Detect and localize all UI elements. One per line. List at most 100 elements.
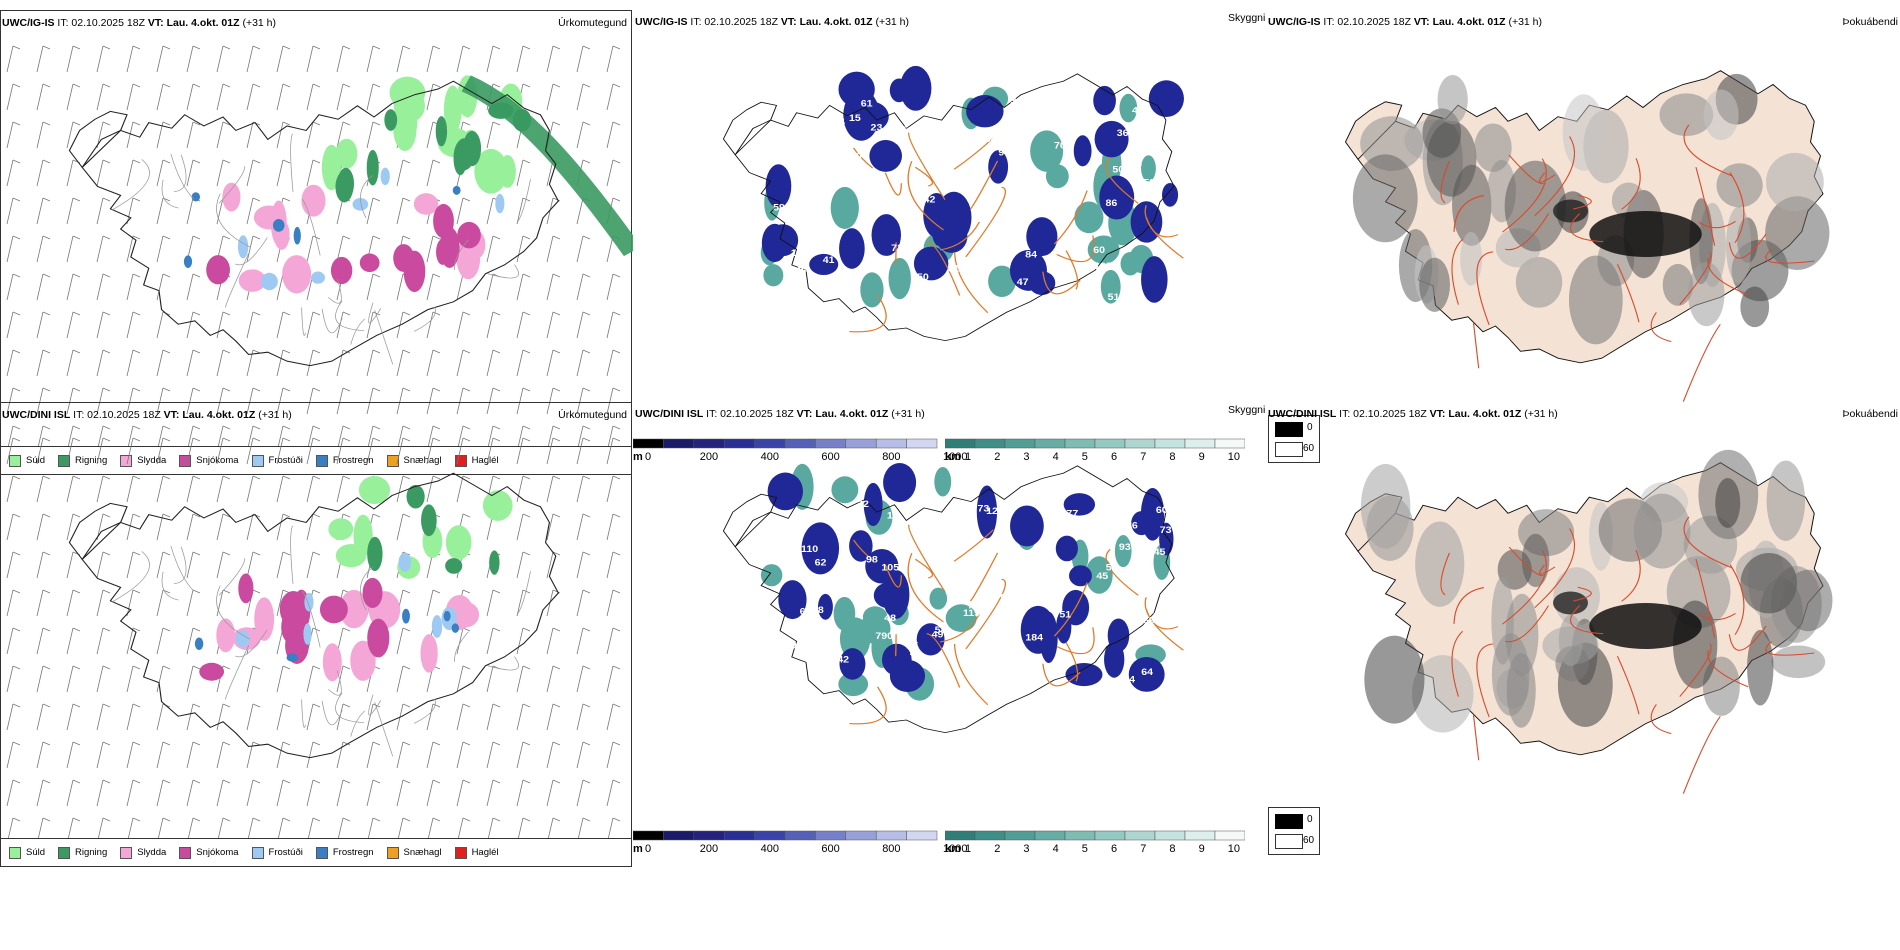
fog-areas (1360, 449, 1833, 733)
colorbar-tick: 6 (1111, 843, 1118, 855)
road (1105, 549, 1139, 596)
precip-map (6, 45, 633, 451)
legend-label: Snæhagl (403, 455, 442, 466)
wind-barb (6, 83, 21, 111)
wind-barb (156, 273, 171, 301)
wind-barb (276, 437, 291, 465)
wind-barb (96, 513, 111, 541)
data-blob (330, 256, 353, 285)
road (926, 633, 961, 688)
wind-barb (36, 83, 51, 111)
wind-barb (66, 311, 81, 339)
colorbar-tick: 0 (645, 451, 652, 463)
wind-barb (336, 45, 351, 73)
wind-barb (576, 387, 591, 415)
wind-barb (426, 45, 441, 73)
wind-barb (516, 627, 531, 655)
wind-barb (246, 665, 261, 693)
wind-barb (306, 665, 321, 693)
wind-barb (186, 273, 201, 301)
colorbar-tick: 2 (994, 451, 1001, 463)
road (1472, 714, 1480, 761)
wind-barb (96, 551, 111, 579)
visibility-value: 62 (815, 558, 827, 568)
wind-barb (126, 83, 141, 111)
visibility-value: 42 (924, 195, 936, 205)
wind-barb (216, 437, 231, 465)
legend-swatch (454, 454, 467, 467)
wind-barb (216, 779, 231, 807)
wind-barb (276, 551, 291, 579)
wind-barb (126, 513, 141, 541)
wind-barb (186, 311, 201, 339)
colorbar-cell (693, 830, 725, 841)
wind-barb (36, 273, 51, 301)
wind-barb (156, 45, 171, 73)
wind-barb (306, 779, 321, 807)
wind-barb (96, 197, 111, 225)
wind-barb (306, 159, 321, 187)
road (1765, 641, 1815, 656)
wind-barb (6, 311, 21, 339)
wind-barb (66, 387, 81, 415)
road (953, 643, 989, 706)
wind-barb (516, 437, 531, 465)
road (1502, 158, 1547, 233)
visibility-value: 58 (935, 625, 947, 635)
wind-barb (516, 665, 531, 693)
colorbar-unit: km (945, 843, 961, 855)
wind-barb (156, 83, 171, 111)
data-blob (328, 518, 354, 541)
region-line (413, 698, 436, 724)
fog-blob (1765, 152, 1824, 212)
legend-label: Haglél (471, 455, 499, 466)
visibility-value: 11 (999, 220, 1011, 230)
legend-swatch (9, 454, 21, 467)
panel-title: Skyggni (1228, 404, 1266, 416)
iceland-outline: 98 62 110 49 69 34 44 48 42 32 73 60 37 45 80 119 83 63 90… (722, 463, 1184, 734)
wind-barb (306, 437, 321, 465)
visibility-value: 54 (1016, 661, 1028, 671)
fog-blob (1437, 74, 1468, 125)
legend-swatch (386, 846, 399, 859)
colorbar-tick: 8 (1169, 451, 1176, 463)
wind-barb (516, 311, 531, 339)
visibility-value: 84 (1025, 250, 1037, 260)
wind-barb (126, 437, 141, 465)
road (970, 552, 999, 602)
wind-barb (156, 741, 171, 769)
wind-barb (6, 235, 21, 263)
road (914, 558, 933, 579)
data-blob (760, 564, 783, 587)
visibility-value: 45 (843, 575, 855, 585)
roads (1440, 124, 1815, 402)
road (953, 529, 994, 562)
wind-barb (276, 475, 291, 503)
wind-barb (306, 387, 321, 415)
data-blob (1045, 164, 1069, 189)
legend-item: Slydda (120, 454, 166, 467)
colorbar-tick: 5 (1081, 843, 1088, 855)
data-blob (183, 255, 193, 268)
wind-barb (486, 121, 501, 149)
wind-barb (216, 513, 231, 541)
wind-barb (96, 779, 111, 807)
wind-barb (606, 551, 621, 579)
wind-barb (516, 349, 531, 377)
wind-barb (516, 197, 531, 225)
panel-header: UWC/IG-IS IT: 02.10.2025 18Z VT: Lau. 4.… (1268, 16, 1543, 28)
data-blob (976, 485, 998, 539)
wind-barb (276, 45, 291, 73)
wind-barbs (6, 437, 621, 843)
data-blob (809, 253, 839, 276)
data-blob (862, 606, 888, 628)
wind-barb (606, 741, 621, 769)
wind-barb (606, 45, 621, 73)
fog-blob (1771, 645, 1826, 679)
road (1695, 166, 1716, 246)
region-line (218, 166, 245, 204)
visibility-value: 42 (1098, 511, 1110, 521)
visibility-value: 38 (1132, 538, 1144, 548)
data-blob (454, 138, 475, 171)
wind-barb (546, 475, 561, 503)
